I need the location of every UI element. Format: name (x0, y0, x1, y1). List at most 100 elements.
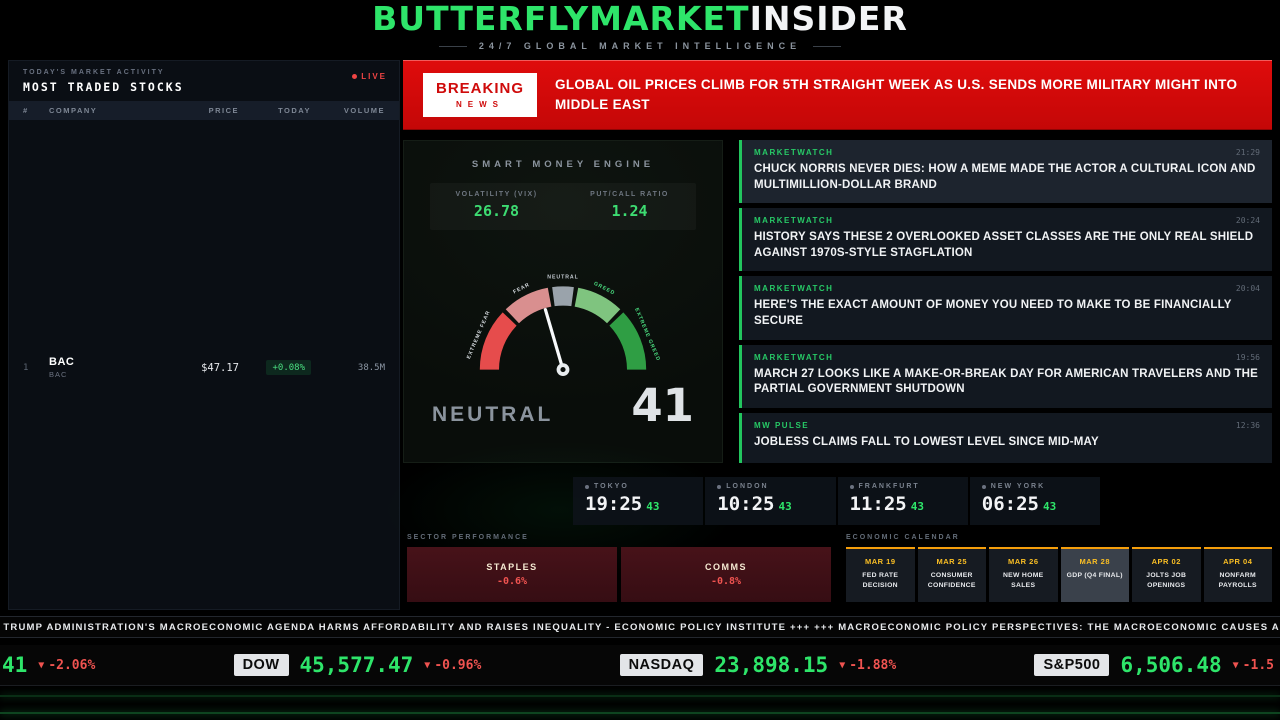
index-change-value: -2.06% (48, 657, 96, 673)
calendar-tiles: MAR 19 FED RATE DECISION MAR 25 CONSUMER… (846, 547, 1272, 602)
calendar-event-name: JOLTS JOB OPENINGS (1146, 572, 1187, 589)
metric-vix: VOLATILITY (VIX) 26.78 (430, 191, 563, 220)
calendar-event-date: MAR 28 (1079, 557, 1110, 566)
sector-performance: SECTOR PERFORMANCE STAPLES -0.6% COMMS -… (407, 534, 838, 602)
clock-seconds: 43 (910, 500, 924, 513)
metric-putcall-value: 1.24 (611, 202, 648, 220)
index-value: 45,577.47 (299, 653, 414, 677)
brand-primary: BUTTERFLYMARKET (372, 0, 750, 38)
breaking-headline: GLOBAL OIL PRICES CLIMB FOR 5TH STRAIGHT… (555, 76, 1238, 112)
col-today: TODAY (278, 106, 311, 115)
gauge-arc-fear (505, 287, 552, 324)
clock-city-dot-icon (981, 484, 986, 489)
news-source: MW PULSE (754, 420, 810, 430)
gauge-label-neutral: NEUTRAL (547, 274, 579, 280)
news-headline: CHUCK NORRIS NEVER DIES: HOW A MEME MADE… (754, 163, 1256, 191)
tagline-text: 24/7 GLOBAL MARKET INTELLIGENCE (478, 41, 802, 51)
index-change: ▼ -1.5 (1233, 658, 1274, 673)
list-item[interactable]: MW PULSE 12:36 JOBLESS CLAIMS FALL TO LO… (739, 412, 1272, 463)
world-clocks: TOKYO 19:25 43 LONDON 10:25 43 FRANKFURT (573, 477, 1100, 525)
index-change: ▼ -1.88% (839, 658, 896, 673)
calendar-event-date: APR 04 (1223, 557, 1253, 566)
index-change-value: -1.88% (849, 657, 897, 673)
down-arrow-icon: ▼ (839, 659, 846, 671)
index-change: ▼ -2.06% (38, 658, 95, 673)
list-item[interactable]: MARKETWATCH 21:29 CHUCK NORRIS NEVER DIE… (739, 140, 1272, 204)
news-source: MARKETWATCH (754, 352, 834, 362)
fear-greed-gauge: NEUTRAL FEAR GREED EXTREME FEAR EXTREME … (466, 274, 661, 376)
metric-putcall: PUT/CALL RATIO 1.24 (563, 191, 696, 220)
clock-seconds: 43 (1042, 500, 1057, 513)
news-item-meta: MARKETWATCH 21:29 (754, 148, 1260, 157)
index-value: 6,506.48 (1120, 653, 1222, 677)
news-item-meta: MARKETWATCH 19:56 (754, 353, 1260, 362)
calendar-event-name: GDP (Q4 FINAL) (1066, 572, 1123, 579)
table-row[interactable]: 1 BAC BAC $47.17 +0.08% 38.5M (9, 350, 399, 385)
index-item-sp500: S&P500 6,506.48 ▼ -1.5 (1034, 653, 1274, 677)
clock-time: 11:25 (849, 493, 907, 515)
list-item[interactable]: MARKETWATCH 20:04 HERE'S THE EXACT AMOUN… (739, 276, 1272, 340)
live-dot-icon (352, 74, 358, 79)
stock-change-badge: +0.08% (266, 360, 311, 375)
news-headline: JOBLESS CLAIMS FALL TO LOWEST LEVEL SINC… (754, 435, 1099, 448)
live-badge: LIVE (352, 72, 387, 81)
calendar-event-date: MAR 19 (864, 557, 896, 566)
gauge-needle (543, 308, 565, 372)
brand-title: BUTTERFLYMARKETINSIDER (0, 0, 1280, 38)
gauge-arc-neutral (552, 286, 574, 307)
breaking-word: BREAKING (436, 80, 525, 97)
sector-tiles: STAPLES -0.6% COMMS -0.8% (407, 547, 838, 602)
stock-company-cell: BAC BAC (49, 356, 161, 379)
calendar-event-date: MAR 26 (1007, 557, 1039, 566)
market-activity-panel: TODAY'S MARKET ACTIVITY MOST TRADED STOC… (8, 60, 400, 610)
clock-city-dot-icon (849, 484, 854, 489)
clock-time: 10:25 (717, 493, 775, 515)
clock-city-row: NEW YORK (981, 483, 1088, 490)
calendar-event-date: APR 02 (1151, 557, 1181, 566)
sector-name: COMMS (705, 562, 747, 572)
clock-city-label: NEW YORK (990, 483, 1046, 490)
clock-city-row: LONDON (717, 483, 823, 490)
index-value: 41 (2, 653, 28, 677)
clock-city-row: TOKYO (585, 483, 691, 490)
col-company: COMPANY (49, 106, 98, 115)
breaking-news-banner[interactable]: BREAKING NEWS GLOBAL OIL PRICES CLIMB FO… (403, 60, 1272, 130)
clock-city-label: LONDON (726, 483, 769, 490)
stocks-table-header: # COMPANY PRICE TODAY VOLUME (9, 101, 399, 120)
market-activity-label: TODAY'S MARKET ACTIVITY (23, 69, 165, 76)
index-change-value: -1.5 (1242, 657, 1274, 673)
news-time: 19:56 (1235, 352, 1260, 362)
calendar-event-name: CONSUMER CONFIDENCE (927, 572, 976, 589)
clock-time-row: 10:25 43 (717, 493, 823, 515)
gauge-arc-extreme-fear (479, 312, 517, 371)
list-item[interactable]: MARKETWATCH 19:56 MARCH 27 LOOKS LIKE A … (739, 344, 1272, 408)
news-headline: MARCH 27 LOOKS LIKE A MAKE-OR-BREAK DAY … (754, 367, 1259, 396)
index-ticker-bar: 41 ▼ -2.06% DOW 45,577.47 ▼ -0.96% NASDA… (0, 645, 1280, 686)
calendar-event-name: FED RATE DECISION (862, 572, 899, 589)
metric-putcall-label: PUT/CALL RATIO (590, 191, 669, 198)
calendar-event: MAR 25 CONSUMER CONFIDENCE (917, 547, 986, 602)
gauge-arc-greed (574, 287, 621, 324)
brand-secondary: INSIDER (749, 0, 908, 38)
gauge-hub-center (560, 367, 566, 373)
clock-time-row: 19:25 43 (585, 493, 691, 515)
stock-price: $47.17 (201, 361, 239, 374)
breaking-news-word: NEWS (456, 100, 504, 109)
clock-seconds: 43 (646, 500, 660, 513)
economic-calendar-label: ECONOMIC CALENDAR (846, 534, 960, 541)
sector-tile-comms: COMMS -0.8% (621, 547, 831, 602)
list-item[interactable]: MARKETWATCH 20:24 HISTORY SAYS THESE 2 O… (739, 208, 1272, 272)
index-item-nasdaq: NASDAQ 23,898.15 ▼ -1.88% (619, 653, 896, 677)
gauge-sentiment: NEUTRAL (432, 402, 554, 426)
smart-money-title: SMART MONEY ENGINE (471, 159, 655, 170)
gauge-value: 41 (631, 379, 694, 432)
news-feed: MARKETWATCH 21:29 CHUCK NORRIS NEVER DIE… (739, 140, 1272, 463)
index-item-dow: DOW 45,577.47 ▼ -0.96% (233, 653, 481, 677)
gauge-label-fear: FEAR (512, 282, 531, 296)
clock-city-row: FRANKFURT (849, 483, 956, 490)
calendar-event: APR 02 JOLTS JOB OPENINGS (1132, 547, 1201, 602)
metric-vix-value: 26.78 (473, 202, 520, 220)
calendar-event-name: NONFARM PAYROLLS (1218, 572, 1257, 589)
news-source: MARKETWATCH (754, 216, 834, 226)
